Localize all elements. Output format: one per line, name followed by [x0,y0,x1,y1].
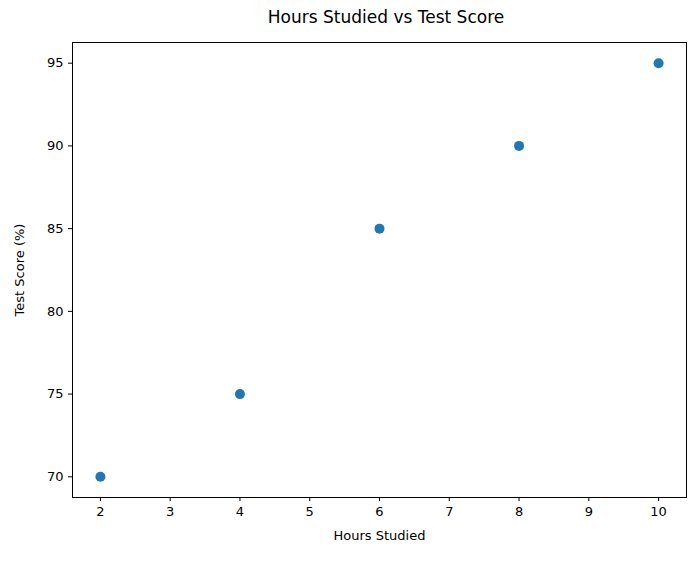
html-text:Hours Studied vs Test Score: Hours Studied vs Test Score [267,7,505,27]
svg-text:70: 70 [47,469,64,484]
svg-text:6: 6 [375,504,383,519]
svg-text:80: 80 [47,304,64,319]
svg-text:2: 2 [96,504,104,519]
svg-text:85: 85 [47,221,64,236]
svg-text:8: 8 [515,504,523,519]
svg-text:75: 75 [47,386,64,401]
svg-text:3: 3 [166,504,174,519]
svg-text:90: 90 [47,138,64,153]
svg-text:95: 95 [47,55,64,70]
svg-text:4: 4 [236,504,244,519]
svg-text:5: 5 [306,504,314,519]
svg-text:Hours Studied: Hours Studied [334,528,426,543]
svg-text:7: 7 [445,504,453,519]
svg-text:10: 10 [650,504,667,519]
svg-text:9: 9 [585,504,593,519]
svg-text:Test Score (%): Test Score (%) [12,224,27,318]
